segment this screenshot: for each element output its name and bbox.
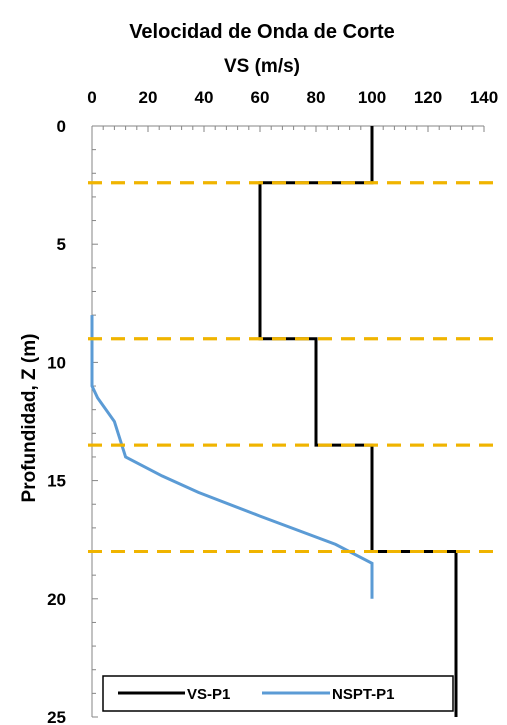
plot-area: 0 20 40 60 80 100 120 140 0 5 10 15 20 25 (47, 88, 498, 725)
y-tick-label: 10 (47, 353, 66, 372)
x-tick-label: 100 (358, 88, 386, 107)
x-tick-label: 60 (251, 88, 270, 107)
x-axis-title: VS (m/s) (224, 56, 300, 77)
legend-label-vs-p1: VS-P1 (187, 686, 230, 703)
x-tick-label: 140 (470, 88, 498, 107)
y-tick-label: 25 (47, 708, 66, 725)
chart-title: Velocidad de Onda de Corte (129, 21, 395, 43)
x-tick-label: 0 (87, 88, 96, 107)
legend-label-nspt-p1: NSPT-P1 (332, 686, 395, 703)
x-tick-label: 20 (139, 88, 158, 107)
legend: VS-P1 NSPT-P1 (102, 675, 454, 712)
y-tick-label: 15 (47, 472, 66, 491)
y-tick-label: 20 (47, 590, 66, 609)
x-tick-label: 120 (414, 88, 442, 107)
x-tick-label: 40 (195, 88, 214, 107)
series-line-nspt-p1 (90, 315, 374, 599)
x-tick-label: 80 (307, 88, 326, 107)
y-axis-title: Profundidad, Z (m) (19, 334, 40, 503)
series-line-vs-p1 (258, 126, 458, 717)
y-tick-label: 5 (57, 235, 66, 254)
y-tick-label: 0 (57, 117, 66, 136)
